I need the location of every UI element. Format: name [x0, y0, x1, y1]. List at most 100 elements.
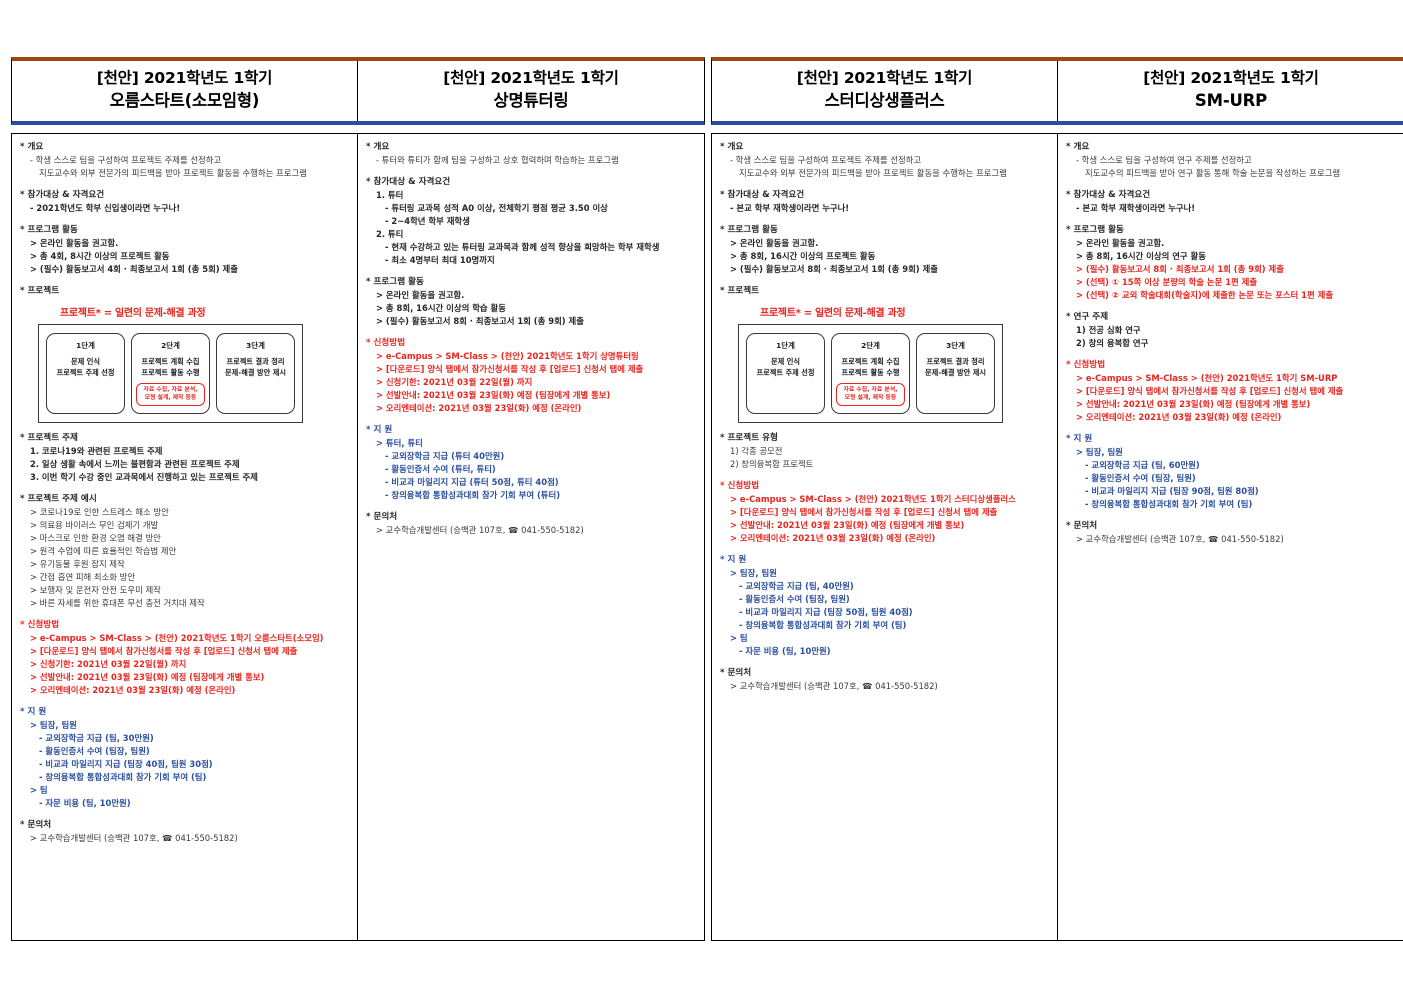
section-line: - 활동인증서 수여 (팀장, 팀원) — [1085, 473, 1196, 483]
section-line: > 교수학습개발센터 (승백관 107호, ☎ 041-550-5182) — [730, 681, 938, 691]
section-eligibility: * 참가대상 & 자격요건 - 본교 학부 재학생이라면 누구나! — [1066, 189, 1398, 215]
section-line: > 팀 — [730, 633, 748, 643]
section-heading: * 지 원 — [366, 425, 393, 435]
section-line: - 자문 비용 (팀, 10만원) — [739, 646, 831, 656]
diagram-stage-line: 프로젝트 계획 수집 — [841, 357, 900, 366]
section-project-topic-examples: * 프로젝트 주제 예시 > 코로나19로 인한 스트레스 해소 방안 > 의료용 … — [20, 493, 351, 610]
section-heading: * 프로젝트 — [720, 286, 760, 296]
panel-group-right: [천안] 2021학년도 1학기 스터디상생플러스 [천안] 2021학년도 1… — [711, 57, 1403, 941]
section-line: 지도교수의 피드백을 받아 연구 활동 통해 학술 논문을 작성하는 프로그램 — [1085, 168, 1341, 178]
section-line: 2) 창의 융복합 연구 — [1076, 338, 1149, 348]
section-line: > 교수학습개발센터 (승백관 107호, ☎ 041-550-5182) — [1076, 534, 1284, 544]
header-term-line: [천안] 2021학년도 1학기 — [796, 69, 973, 87]
diagram-stage-note-line: 모형 설계, 제작 등등 — [844, 395, 897, 401]
section-line: > 총 4회, 8시간 이상의 프로젝트 활동 — [30, 251, 170, 261]
section-heading: * 신청방법 — [366, 338, 406, 348]
section-line: - 교외장학금 지급 (팀, 30만원) — [39, 733, 154, 743]
section-line: > 선발안내: 2021년 03월 23일(화) 예정 (팀장에게 개별 통보) — [730, 520, 965, 530]
section-heading: * 참가대상 & 자격요건 — [1066, 190, 1151, 200]
diagram-stage-line: 프로젝트 활동 수행 — [841, 368, 900, 377]
section-line: 2) 창의융복합 프로젝트 — [730, 459, 814, 469]
diagram-stage-line: 문제-해결 방안 제시 — [925, 368, 986, 377]
section-support: * 지 원 > 팀장, 팀원 - 교외장학금 지급 (팀, 30만원) - 활동인증서… — [20, 706, 351, 810]
section-support: * 지 원 > 팀장, 팀원 - 교외장학금 지급 (팀, 40만원) - 활동인증서… — [720, 554, 1051, 658]
section-line: > 원격 수업에 따른 효율적인 학습법 제안 — [30, 546, 177, 556]
section-line: - 활동인증서 수여 (팀장, 팀원) — [739, 594, 850, 604]
diagram-stage-note: 자료 수집, 자료 분석, 모형 설계, 제작 등등 — [836, 383, 905, 406]
diagram-stage: 2단계 프로젝트 계획 수집 프로젝트 활동 수행 자료 수집, 자료 분석, 모형 설… — [831, 333, 910, 414]
section-line: > (선택) ① 15쪽 이상 분량의 학술 논문 1편 제출 — [1076, 277, 1258, 287]
section-line: - 교외장학금 지급 (팀, 40만원) — [739, 581, 854, 591]
section-heading: * 개요 — [20, 142, 44, 152]
program-panel-sm-urp: * 개요 - 학생 스스로 팀을 구성하여 연구 주제를 선정하고 지도교수의 피드… — [1058, 134, 1403, 940]
section-project: * 프로젝트 프로젝트* = 일련의 문제-해결 과정 1단계 문제 인식 프로젝트 주… — [720, 285, 1051, 423]
section-project-type: * 프로젝트 유형 1) 각종 공모전 2) 창의융복합 프로젝트 — [720, 432, 1051, 471]
section-project-topic: * 프로젝트 주제 1. 코로나19와 관련된 프로젝트 주제 2. 일상 생활 속… — [20, 432, 351, 484]
section-line: > 간접 흡연 피해 최소화 방안 — [30, 572, 136, 582]
header-program-name: 오름스타트(소모임형) — [109, 91, 260, 110]
section-line: 2. 튜티 — [376, 229, 404, 239]
section-line: - 비교과 마일리지 지급 (팀장 90점, 팀원 80점) — [1085, 486, 1259, 496]
section-line: > 선발안내: 2021년 03월 23일(화) 예정 (팀장에게 개별 통보) — [1076, 399, 1311, 409]
section-line: > [다운로드] 양식 탭에서 참가신청서를 작성 후 [업로드] 신청서 탭에… — [376, 364, 644, 374]
section-line: - 2~4학년 학부 재학생 — [385, 216, 470, 226]
section-program-activity: * 프로그램 활동 > 온라인 활동을 권고함. > 총 8회, 16시간 이상의 … — [366, 276, 698, 328]
section-application-method: * 신청방법 > e-Campus > SM-Class > (천안) 2021학… — [20, 619, 351, 697]
section-line: - 창의융복합 통합성과대회 참가 기회 부여 (튜터) — [385, 490, 561, 500]
section-heading: * 개요 — [366, 142, 390, 152]
header-program-name: SM-URP — [1194, 91, 1268, 110]
header-program-name: 스터디상생플러스 — [824, 91, 945, 110]
section-line: > 선발안내: 2021년 03월 23일(화) 예정 (팀장에게 개별 통보) — [376, 390, 611, 400]
section-line: > e-Campus > SM-Class > (천안) 2021학년도 1학기… — [30, 633, 324, 643]
section-research-topic: * 연구 주제 1) 전공 심화 연구 2) 창의 융복합 연구 — [1066, 311, 1398, 350]
section-line: - 활동인증서 수여 (튜터, 튜티) — [385, 464, 496, 474]
section-line: > 보행자 및 운전자 안전 도우미 제작 — [30, 585, 161, 595]
section-line: - 학생 스스로 팀을 구성하여 프로젝트 주제를 선정하고 — [30, 155, 222, 165]
section-line: > 총 8회, 16시간 이상의 학습 활동 — [376, 303, 506, 313]
body-table-left: * 개요 - 학생 스스로 팀을 구성하여 프로젝트 주제를 선정하고 지도교수와 … — [11, 133, 705, 941]
section-overview: * 개요 - 학생 스스로 팀을 구성하여 프로젝트 주제를 선정하고 지도교수와 … — [20, 141, 351, 180]
section-heading: * 참가대상 & 자격요건 — [366, 177, 451, 187]
section-heading: * 프로그램 활동 — [366, 277, 424, 287]
section-support: * 지 원 > 튜터, 튜티 - 교외장학금 지급 (튜터 40만원) - 활동인증서… — [366, 424, 698, 502]
section-program-activity: * 프로그램 활동 > 온라인 활동을 권고함. > 총 8회, 16시간 이상의 … — [720, 224, 1051, 276]
section-line: - 창의융복합 통합성과대회 참가 기회 부여 (팀) — [39, 772, 207, 782]
header-term-line: [천안] 2021학년도 1학기 — [1143, 69, 1319, 87]
diagram-stage-note: 자료 수집, 자료 분석, 모형 설계, 제작 등등 — [136, 383, 205, 406]
section-heading: * 프로젝트 유형 — [720, 433, 778, 443]
section-line: 1. 코로나19와 관련된 프로젝트 주제 — [30, 446, 163, 456]
diagram-stage-line: 문제 인식 — [771, 357, 800, 366]
section-contact: * 문의처 > 교수학습개발센터 (승백관 107호, ☎ 041-550-518… — [366, 511, 698, 537]
section-heading: * 신청방법 — [720, 481, 760, 491]
section-line: > 온라인 활동을 권고함. — [30, 238, 119, 248]
section-line: > 바른 자세를 위한 휴대폰 무선 충전 거치대 제작 — [30, 598, 205, 608]
section-line: > 총 8회, 16시간 이상의 연구 활동 — [1076, 251, 1206, 261]
header-table-left: [천안] 2021학년도 1학기 오름스타트(소모임형) [천안] 2021학년… — [11, 57, 705, 125]
section-heading: * 문의처 — [20, 820, 52, 830]
section-line: > 팀장, 팀원 — [30, 720, 77, 730]
section-application-method: * 신청방법 > e-Campus > SM-Class > (천안) 2021학… — [366, 337, 698, 415]
section-line: - 자문 비용 (팀, 10만원) — [39, 798, 131, 808]
section-line: > 신청기한: 2021년 03월 22일(월) 까지 — [30, 659, 187, 669]
section-line: > 총 8회, 16시간 이상의 프로젝트 활동 — [730, 251, 876, 261]
diagram-stage: 1단계 문제 인식 프로젝트 주제 선정 — [746, 333, 825, 414]
section-line: > (필수) 활동보고서 8회 · 최종보고서 1회 (총 9회) 제출 — [376, 316, 584, 326]
section-line: > 온라인 활동을 권고함. — [730, 238, 819, 248]
section-line: - 창의융복합 통합성과대회 참가 기회 부여 (팀) — [739, 620, 907, 630]
section-line: > 오리엔테이션: 2021년 03월 23일(화) 예정 (온라인) — [730, 533, 936, 543]
section-heading: * 프로그램 활동 — [720, 225, 778, 235]
section-line: > (필수) 활동보고서 4회 · 최종보고서 1회 (총 5회) 제출 — [30, 264, 238, 274]
section-line: > [다운로드] 양식 탭에서 참가신청서를 작성 후 [업로드] 신청서 탭에… — [730, 507, 998, 517]
section-heading: * 문의처 — [1066, 521, 1098, 531]
diagram-stage-number: 3단계 — [946, 341, 965, 350]
section-program-activity: * 프로그램 활동 > 온라인 활동을 권고함. > 총 8회, 16시간 이상의 … — [1066, 224, 1398, 302]
section-heading: * 프로젝트 — [20, 286, 60, 296]
section-overview: * 개요 - 학생 스스로 팀을 구성하여 연구 주제를 선정하고 지도교수의 피드… — [1066, 141, 1398, 180]
project-process-diagram: 프로젝트* = 일련의 문제-해결 과정 1단계 문제 인식 프로젝트 주제 선정 2단… — [38, 304, 303, 423]
header-term-line: [천안] 2021학년도 1학기 — [443, 69, 619, 87]
section-line: > 코로나19로 인한 스트레스 해소 방안 — [30, 507, 169, 517]
diagram-stage-note-line: 모형 설계, 제작 등등 — [144, 395, 197, 401]
section-line: > [다운로드] 양식 탭에서 참가신청서를 작성 후 [업로드] 신청서 탭에… — [30, 646, 298, 656]
diagram-stage-line: 프로젝트 결과 정리 — [926, 357, 985, 366]
section-line: 1. 튜터 — [376, 190, 404, 200]
